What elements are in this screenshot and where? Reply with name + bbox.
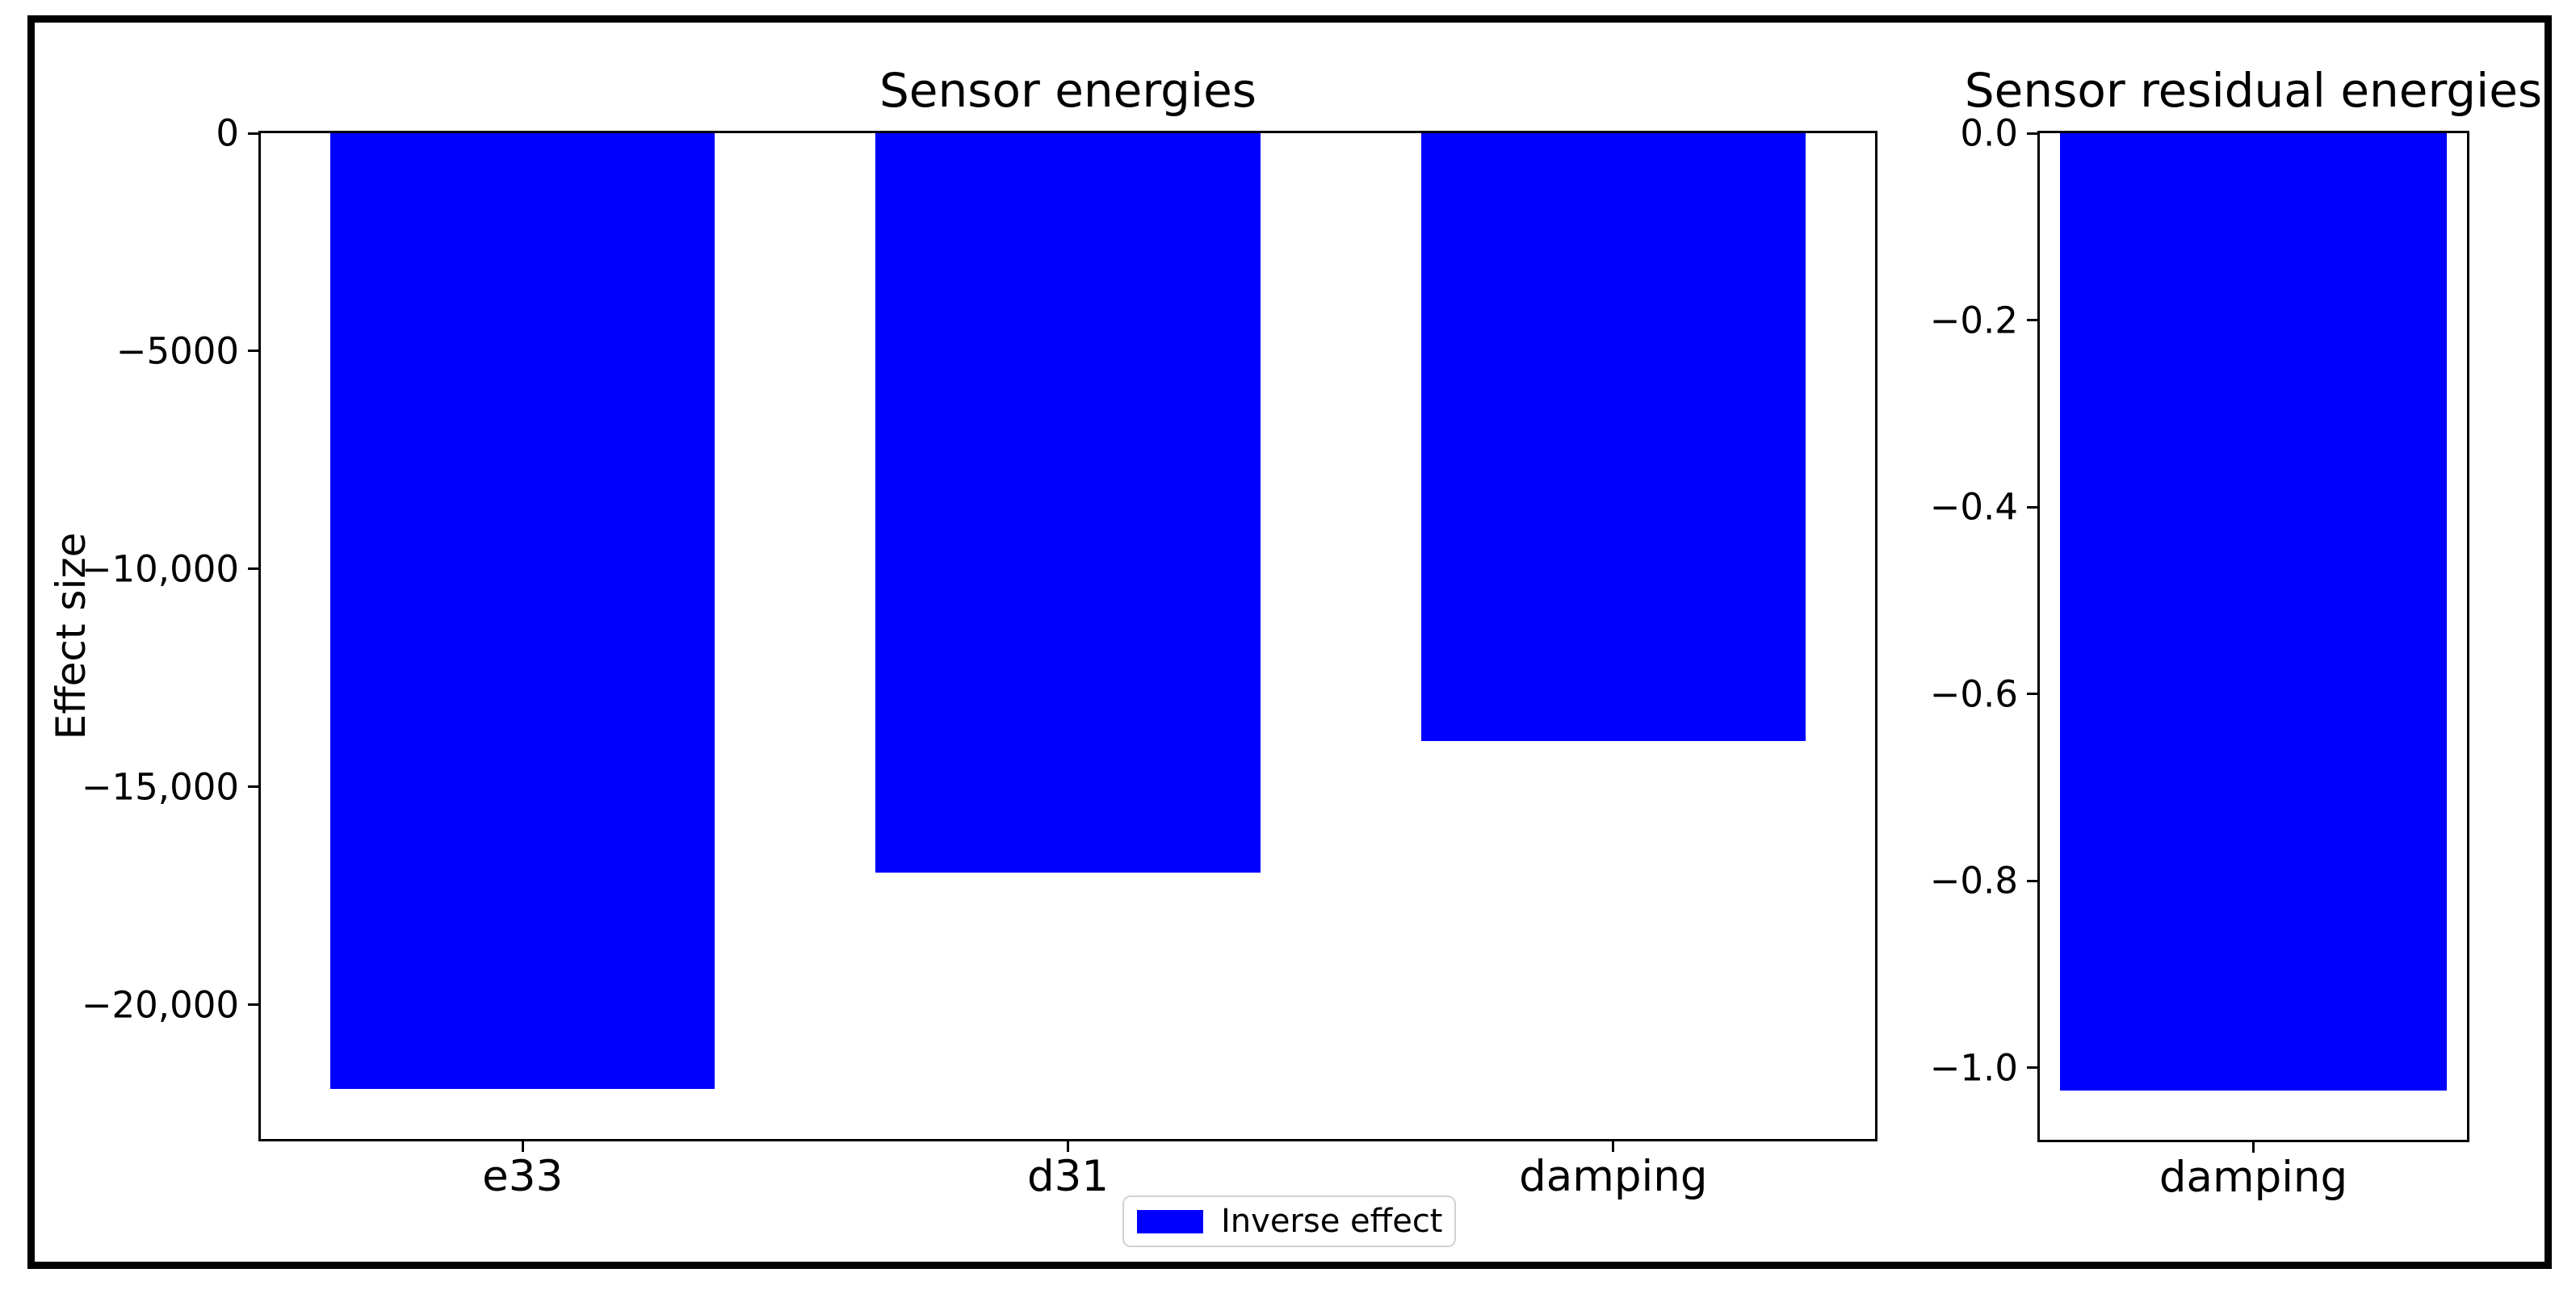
y-tick-label: −10,000 xyxy=(81,547,239,591)
x-tick-label: e33 xyxy=(482,1152,564,1201)
y-tick-mark xyxy=(248,567,258,571)
y-tick-label: −15,000 xyxy=(81,765,239,809)
bar xyxy=(875,133,1261,873)
bar xyxy=(330,133,715,1090)
y-tick-label: −0.6 xyxy=(1929,672,2018,716)
x-tick-mark xyxy=(1067,1141,1069,1152)
x-tick-label: d31 xyxy=(1026,1152,1110,1201)
y-tick-label: −20,000 xyxy=(81,983,239,1027)
y-tick-label: −0.4 xyxy=(1929,485,2018,529)
right-plot-area: Sensor residual energies 0.0 −0.2 −0.4 −0.6−… xyxy=(1930,67,2542,1202)
y-tick-mark xyxy=(2027,1066,2037,1070)
legend-label: Inverse effect xyxy=(1221,1203,1443,1240)
x-tick-label: damping xyxy=(1519,1152,1708,1201)
y-tick-mark xyxy=(248,350,258,353)
y-tick-mark xyxy=(248,785,258,789)
y-tick-label: 0 xyxy=(216,111,239,155)
y-tick-mark xyxy=(2027,132,2037,135)
x-tick-mark xyxy=(2252,1142,2255,1153)
y-tick-label: 0.0 xyxy=(1960,111,2018,155)
y-tick-mark xyxy=(2027,693,2037,696)
y-tick-mark xyxy=(2027,505,2037,509)
y-tick-mark xyxy=(2027,879,2037,882)
y-tick-label: −5000 xyxy=(115,329,239,373)
y-tick-mark xyxy=(2027,319,2037,322)
chart-title: Sensor residual energies xyxy=(1964,63,2543,118)
x-tick-mark xyxy=(1612,1141,1615,1152)
y-tick-label: −0.2 xyxy=(1929,299,2018,342)
y-tick-mark xyxy=(248,1003,258,1007)
figure-border xyxy=(27,15,2552,1269)
y-tick-label: −1.0 xyxy=(1929,1046,2018,1090)
bar xyxy=(2059,133,2448,1091)
left-plot-area: Sensor energies Effect size 0 −5000 −10,000−… xyxy=(48,67,1877,1201)
legend: Inverse effect xyxy=(1122,1195,1456,1247)
y-tick-label: −0.8 xyxy=(1929,859,2018,902)
chart-title: Sensor energies xyxy=(879,63,1257,118)
legend-swatch xyxy=(1137,1209,1203,1233)
x-tick-label: damping xyxy=(2159,1153,2348,1202)
bar xyxy=(1420,133,1806,742)
x-tick-mark xyxy=(521,1141,524,1152)
y-tick-mark xyxy=(248,132,258,135)
